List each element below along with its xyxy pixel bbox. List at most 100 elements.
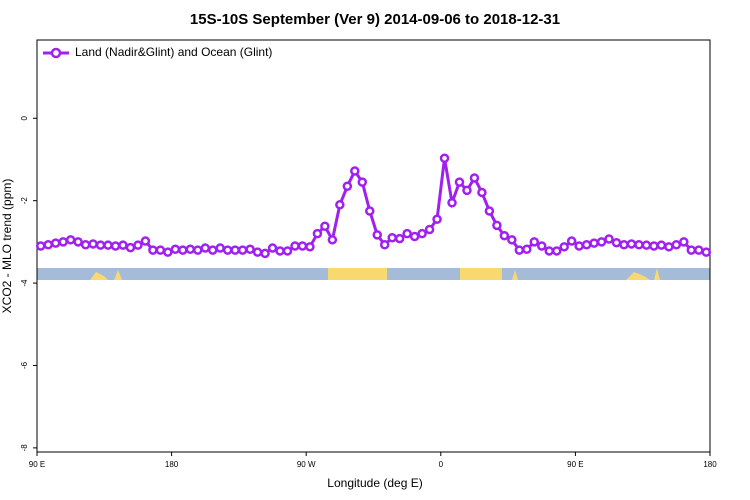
data-point [327,235,338,245]
y-axis-label: XCO2 - MLO trend (ppm) [0,179,14,314]
data-point [350,166,360,176]
y-tick-label: -6 [20,361,29,369]
data-point [544,246,554,256]
data-point [140,236,151,246]
data-point [574,241,584,251]
data-point [372,230,382,240]
data-point [237,245,248,255]
land-strip [328,268,387,280]
data-point [200,243,210,253]
land-strip [90,272,108,280]
data-point [462,185,472,196]
data-point [50,238,61,248]
land-strip [654,268,660,280]
data-point [73,237,83,247]
data-point [320,221,330,231]
data-point [402,228,412,239]
data-point [477,187,487,198]
data-point [484,206,495,216]
data-point [694,245,704,255]
x-tick-label: 90 W [297,460,316,469]
data-point [641,240,652,250]
data-point [185,244,196,255]
data-point [335,200,345,210]
chart-title: 15S-10S September (Ver 9) 2014-09-06 to … [190,11,560,28]
data-point [671,240,682,250]
data-point [305,242,315,252]
data-point [439,153,450,163]
data-point [267,243,278,253]
data-point [88,239,98,249]
data-point [664,242,674,252]
x-tick-label: 180 [165,460,179,469]
x-tick-label: 180 [703,460,717,469]
data-point [656,240,667,250]
data-point [619,240,629,250]
data-point [469,173,480,183]
y-tick-label: -8 [20,444,29,452]
land-strip [512,270,518,280]
data-point [290,241,300,251]
data-point [215,243,225,253]
data-point [35,241,46,251]
data-point [387,233,397,243]
data-point [170,244,181,255]
data-point [507,235,517,245]
data-point [454,177,465,187]
land-strip [626,272,650,280]
data-point [245,244,255,255]
data-point [604,234,614,244]
data-point [492,220,502,231]
data-point [312,228,323,239]
y-tick-label: -2 [20,197,29,205]
y-tick-label: 0 [20,116,29,121]
data-point [95,240,106,250]
data-point [537,241,547,251]
data-point [432,214,442,224]
data-point [379,240,390,250]
data-point [178,245,188,255]
data-point [394,233,405,244]
data-point [282,246,293,256]
data-point [357,177,368,187]
data-point [163,247,173,257]
data-point [514,245,525,255]
data-point [148,245,158,255]
data-point [222,245,233,255]
data-point [529,237,540,247]
data-point [634,240,644,250]
data-point [193,245,203,255]
data-point [342,181,353,192]
data-point [566,236,577,246]
data-point [365,206,375,216]
y-tick-label: -4 [20,279,29,287]
data-point [626,239,637,249]
x-tick-label: 90 E [567,460,583,469]
data-point [701,247,712,257]
data-point [679,237,689,247]
data-point [649,241,659,251]
data-point [611,237,622,248]
surface-strip [37,268,710,280]
data-point [581,240,592,250]
data-point [686,245,697,255]
data-point [110,241,121,251]
legend-label: Land (Nadir&Glint) and Ocean (Glint) [75,45,272,59]
data-point [260,248,270,259]
data-point [43,240,53,250]
land-strip [460,268,502,280]
data-point [58,237,68,247]
data-point [409,231,420,242]
x-tick-label: 0 [439,460,444,469]
data-point [447,197,457,208]
data-point [65,235,76,245]
data-point [103,240,113,250]
data-point [207,245,218,255]
data-point [589,238,599,248]
land-strip [114,270,122,280]
data-point [80,240,91,250]
data-point [424,224,435,235]
data-point [230,245,240,255]
data-point [559,242,569,252]
